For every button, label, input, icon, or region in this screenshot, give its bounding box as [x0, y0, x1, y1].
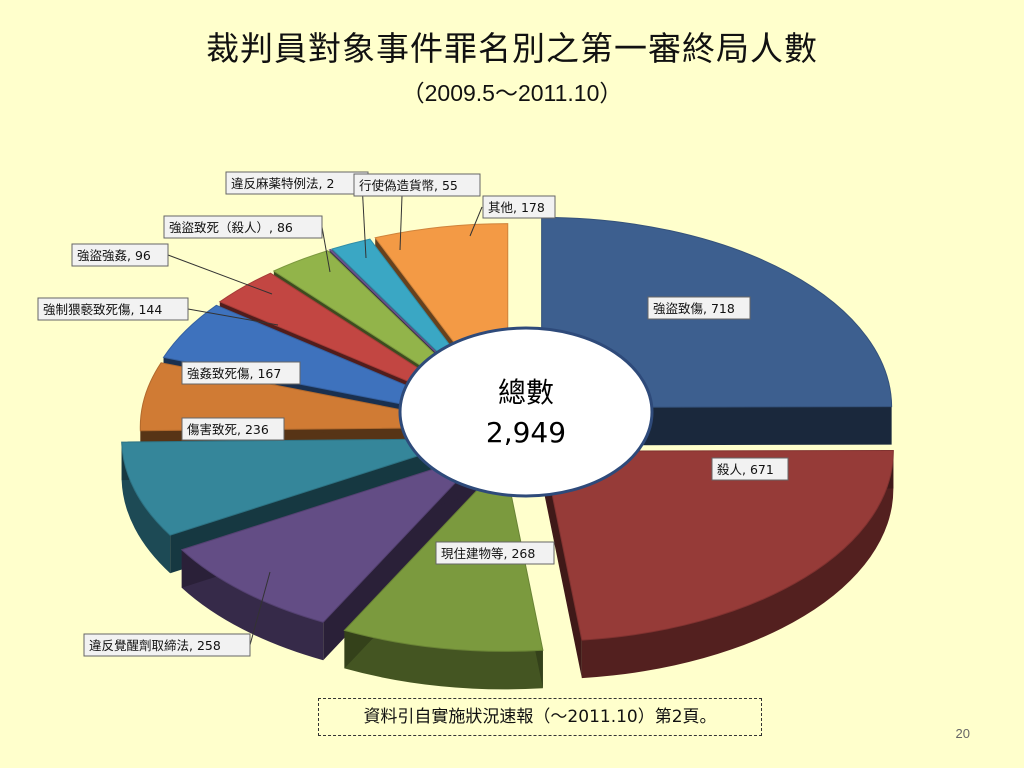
leader-line — [187, 308, 279, 326]
data-label-box — [353, 173, 481, 197]
leader-line — [469, 206, 483, 237]
data-label: 殺人, 671 — [717, 462, 774, 477]
slice-違反覺醒劑取締法 — [180, 452, 484, 623]
slice-wall — [121, 442, 171, 574]
slice-cut-face — [323, 453, 484, 661]
data-label: 行使偽造貨幣, 55 — [359, 178, 458, 193]
data-label: 其他, 178 — [488, 200, 545, 215]
data-label: 強盜致傷, 718 — [653, 301, 735, 316]
data-label-box — [435, 541, 555, 565]
source-note: 資料引自實施狀況速報（～2011.10）第2頁。 — [318, 698, 762, 736]
slide-subtitle: （2009.5～2011.10） — [401, 80, 623, 106]
data-label: 強盜致死（殺人）, 86 — [169, 220, 293, 235]
page-number: 20 — [955, 726, 970, 741]
slide-title: 裁判員對象事件罪名別之第一審終局人數 — [206, 29, 818, 68]
data-label: 強盜強姦, 96 — [77, 248, 151, 263]
center-total: 2,949 — [486, 416, 566, 449]
data-label-box — [181, 417, 285, 441]
center-ellipse — [398, 326, 654, 498]
leader-line — [321, 226, 331, 273]
data-label-box — [83, 633, 251, 657]
data-label-box — [711, 457, 789, 481]
data-labels: 強盜致傷, 718 殺人, 671 現住建物等, 268 違反覺醒劑取締法, 258 傷… — [37, 171, 789, 657]
slice-wall — [344, 630, 543, 690]
slice-wall — [581, 451, 894, 679]
data-label: 強制猥褻致死傷, 144 — [43, 302, 162, 317]
center-title: 總數 — [498, 376, 554, 409]
data-label-box — [71, 243, 169, 267]
center-total-badge: 總數 2,949 — [398, 326, 654, 498]
data-label-box — [181, 361, 301, 385]
leader-line — [167, 254, 273, 295]
data-label-box — [37, 297, 189, 321]
data-label: 違反麻薬特例法, 2 — [231, 176, 334, 191]
data-label: 現住建物等, 268 — [441, 546, 535, 561]
slice-殺人 — [542, 450, 894, 641]
data-label-box — [647, 296, 751, 320]
slice-cut-face — [543, 451, 582, 679]
leader-line — [399, 195, 403, 251]
slice-傷害致死 — [121, 438, 472, 536]
data-label-box — [482, 195, 556, 219]
data-label: 違反覺醒劑取締法, 258 — [89, 638, 221, 653]
data-label-box — [163, 215, 323, 239]
leader-line — [249, 571, 271, 646]
pie-chart: 總數 2,949 強盜致傷, 718 殺人, 671 現住建物等, 268 違反覺醒劑取締… — [37, 171, 894, 690]
data-label: 強姦致死傷, 167 — [187, 366, 281, 381]
data-label: 傷害致死, 236 — [187, 422, 269, 437]
